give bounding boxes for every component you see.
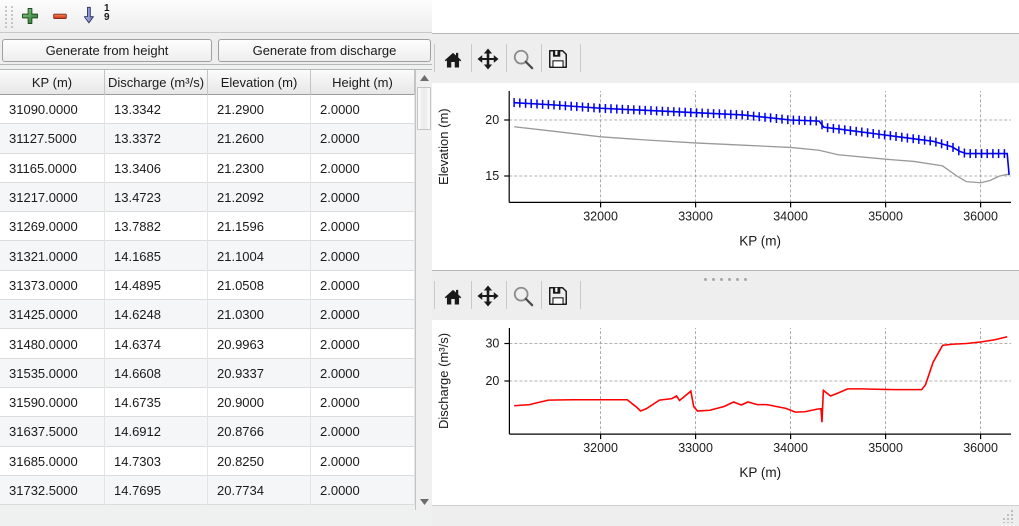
svg-text:35000: 35000 [868, 209, 903, 223]
svg-text:20: 20 [485, 374, 499, 388]
svg-text:20: 20 [485, 113, 499, 127]
svg-text:35000: 35000 [868, 441, 903, 455]
svg-text:33000: 33000 [678, 441, 713, 455]
svg-text:30: 30 [485, 337, 499, 351]
svg-text:KP (m): KP (m) [739, 234, 781, 249]
svg-text:33000: 33000 [678, 209, 713, 223]
svg-text:15: 15 [485, 169, 499, 183]
svg-text:36000: 36000 [963, 441, 998, 455]
svg-text:32000: 32000 [583, 209, 618, 223]
svg-text:32000: 32000 [583, 441, 618, 455]
svg-text:36000: 36000 [963, 209, 998, 223]
svg-text:34000: 34000 [773, 209, 808, 223]
svg-text:Discharge (m³/s): Discharge (m³/s) [436, 333, 451, 429]
svg-text:34000: 34000 [773, 441, 808, 455]
svg-text:KP (m): KP (m) [739, 465, 781, 480]
svg-text:Elevation (m): Elevation (m) [436, 108, 451, 185]
